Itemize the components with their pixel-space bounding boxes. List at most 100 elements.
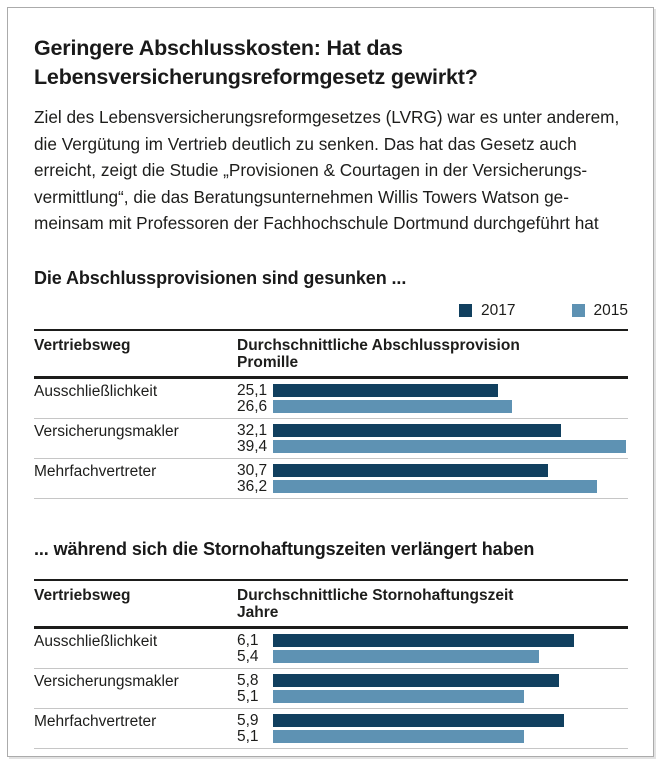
bar-line-2015: 26,6 [237,397,628,415]
bar-line-2017: 32,1 [237,421,628,439]
bar-track [273,649,628,663]
legend-label-2017: 2017 [481,301,516,319]
table-top-rule [34,578,628,581]
bar-2017 [273,463,549,477]
table-header-rule [34,625,628,629]
chart-heading: ... während sich die Stornohaftungszeite… [34,538,535,559]
value-label-2017: 5,9 [237,711,259,729]
row-bars: 30,7 36,2 [237,461,628,495]
bar-2015 [273,399,512,413]
infographic-page: Geringere Abschlusskosten: Hat das Leben… [7,7,654,757]
table-row: Ausschließlichkeit 25,1 26,6 [34,379,628,419]
bar-line-2015: 5,1 [237,727,628,745]
value-label-2017: 30,7 [237,461,268,479]
column-header-metric-label: Durchschnittliche Stornohaftungszeit [237,586,514,604]
row-label: Ausschließlichkeit [34,382,158,400]
intro-paragraph: Ziel des Lebensversicherungsreformgesetz… [34,104,628,237]
bar-line-2015: 39,4 [237,437,628,455]
intro-line: vermittlung“, die das Beratungsunternehm… [34,186,569,207]
legend-label-2015: 2015 [593,301,628,319]
page-title-line-2: Lebensversicherungsreformgesetz gewirkt? [34,65,478,89]
bar-track [273,463,628,477]
table-header-rule [34,375,628,379]
row-bars: 5,9 5,1 [237,711,628,745]
bar-line-2017: 30,7 [237,461,628,479]
row-label: Ausschließlichkeit [34,632,158,650]
intro-line: erreicht, zeigt die Studie „Provisionen … [34,160,588,181]
intro-line: die Vergütung im Vertrieb deutlich zu se… [34,133,577,154]
chart-heading: Die Abschlussprovisionen sind gesunken .… [34,267,407,288]
row-label: Versicherungsmakler [34,672,179,690]
bar-track [273,399,628,413]
bar-2015 [273,649,540,663]
value-label-2017: 25,1 [237,381,268,399]
table-row: Mehrfachvertreter 30,7 36,2 [34,459,628,499]
value-label-2015: 5,1 [237,727,259,745]
bar-2015 [273,689,525,703]
legend-item-2015: 2015 [571,301,628,320]
value-label-2015: 26,6 [237,397,268,415]
bar-line-2017: 5,9 [237,711,628,729]
row-bars: 25,1 26,6 [237,381,628,415]
chart-legend: 2017 2015 [34,302,628,320]
row-label: Mehrfachvertreter [34,712,157,730]
table-top-rule [34,328,628,331]
row-bars: 6,1 5,4 [237,631,628,665]
bar-2015 [273,479,598,493]
intro-line: Ziel des Lebensversicherungsreformgesetz… [34,107,620,127]
table-header: Vertriebsweg Durchschnittliche Abschluss… [34,331,628,376]
bar-track [273,689,628,703]
table-row: Mehrfachvertreter 5,9 5,1 [34,709,628,749]
bar-2017 [273,713,564,727]
bar-track [273,439,628,453]
legend-swatch-2015-icon [571,304,585,318]
bar-track [273,633,628,647]
bar-line-2017: 5,8 [237,671,628,689]
bar-track [273,423,628,437]
row-label: Mehrfachvertreter [34,462,157,480]
bar-line-2017: 6,1 [237,631,628,649]
bar-2017 [273,423,561,437]
value-label-2015: 5,1 [237,687,259,705]
bar-track [273,479,628,493]
chart-section-stornohaftungszeit: ... während sich die Stornohaftungszeite… [34,538,628,749]
legend-item-2017: 2017 [459,301,516,320]
legend-swatch-2017-icon [459,304,473,318]
column-header-vertriebsweg: Vertriebsweg [34,586,131,604]
column-header-unit: Jahre [237,603,279,621]
bar-2015 [273,729,525,743]
bar-line-2015: 5,4 [237,647,628,665]
page-title: Geringere Abschlusskosten: Hat das Leben… [34,34,628,92]
value-label-2017: 6,1 [237,631,259,649]
value-label-2015: 39,4 [237,437,268,455]
row-bars: 5,8 5,1 [237,671,628,705]
bar-2017 [273,673,560,687]
value-label-2017: 32,1 [237,421,268,439]
bar-track [273,383,628,397]
bar-line-2017: 25,1 [237,381,628,399]
table-row: Ausschließlichkeit 6,1 5,4 [34,629,628,669]
bar-2017 [273,633,574,647]
value-label-2017: 5,8 [237,671,259,689]
bar-track [273,729,628,743]
column-header-metric: Durchschnittliche Stornohaftungszeit Jah… [237,587,628,621]
page-title-line-1: Geringere Abschlusskosten: Hat das [34,36,403,60]
bar-track [273,673,628,687]
column-header-unit: Promille [237,353,299,371]
row-label: Versicherungsmakler [34,422,179,440]
bar-line-2015: 36,2 [237,477,628,495]
row-bars: 32,1 39,4 [237,421,628,455]
intro-line: meinsam mit Professoren der Fachhochschu… [34,213,599,234]
column-header-metric: Durchschnittliche Abschlussprovision Pro… [237,337,628,371]
chart-section-abschlussprovision: Die Abschlussprovisionen sind gesunken .… [34,267,628,499]
bar-2017 [273,383,499,397]
table-header: Vertriebsweg Durchschnittliche Stornohaf… [34,581,628,626]
column-header-metric-label: Durchschnittliche Abschlussprovision [237,336,520,354]
bar-2015 [273,439,627,453]
bar-track [273,713,628,727]
value-label-2015: 36,2 [237,477,268,495]
bar-line-2015: 5,1 [237,687,628,705]
table-row: Versicherungsmakler 5,8 5,1 [34,669,628,709]
table-row: Versicherungsmakler 32,1 39,4 [34,419,628,459]
value-label-2015: 5,4 [237,647,259,665]
